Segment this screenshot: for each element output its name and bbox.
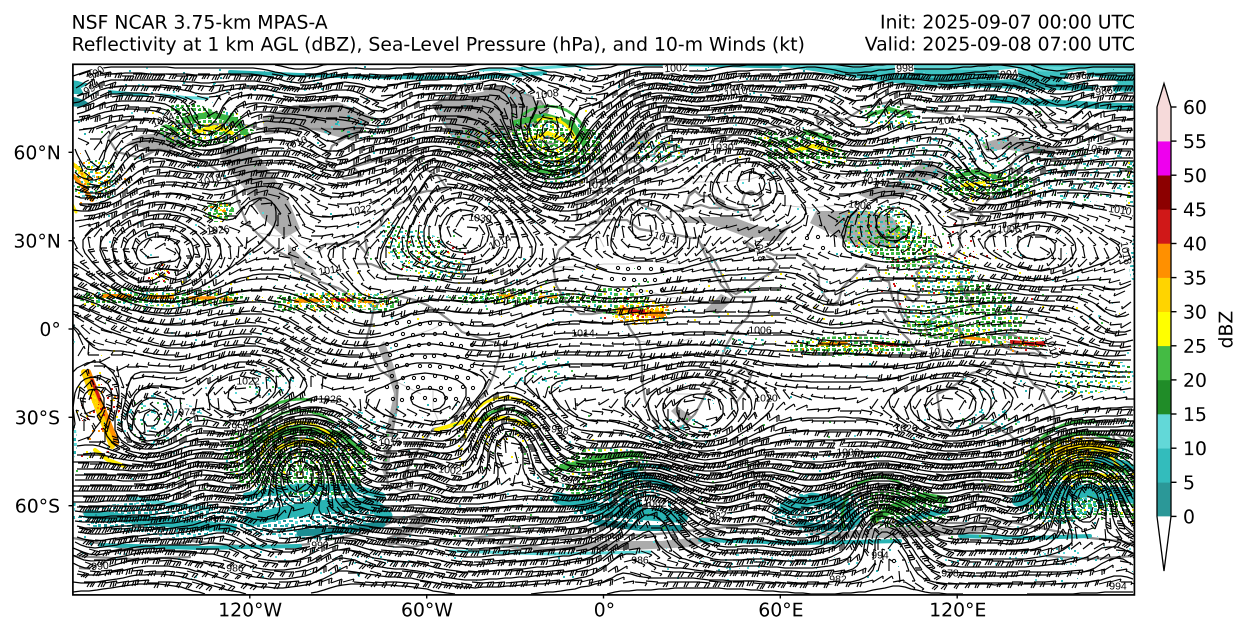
svg-text:1030: 1030	[468, 212, 492, 226]
svg-text:994: 994	[871, 550, 889, 562]
svg-text:1002: 1002	[664, 62, 688, 76]
svg-text:1026: 1026	[206, 223, 231, 237]
svg-text:998: 998	[896, 62, 914, 75]
svg-text:1016: 1016	[378, 436, 402, 450]
svg-text:1008: 1008	[535, 87, 560, 102]
svg-text:1006: 1006	[748, 325, 772, 337]
svg-text:1020: 1020	[754, 393, 778, 405]
svg-text:986: 986	[631, 555, 649, 567]
svg-text:986: 986	[1095, 85, 1114, 99]
svg-text:986: 986	[226, 563, 244, 575]
svg-text:990: 990	[91, 560, 109, 573]
svg-text:1014: 1014	[571, 328, 595, 340]
svg-text:994: 994	[1109, 581, 1127, 593]
svg-text:974: 974	[178, 407, 196, 419]
